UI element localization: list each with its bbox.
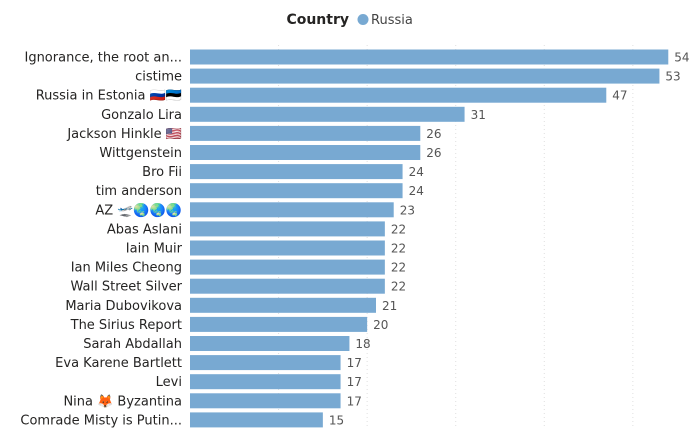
data-label: 31	[471, 108, 486, 122]
category-label: Iain Muir	[126, 242, 183, 257]
category-label: Ian Miles Cheong	[71, 261, 182, 276]
category-label: The Sirius Report	[70, 318, 182, 333]
data-label: 15	[329, 413, 344, 427]
legend-title: Country	[286, 12, 349, 28]
data-label: 26	[426, 146, 441, 160]
category-label: AZ 🛫🌏🌏🌏	[95, 202, 182, 218]
category-labels: Ignorance, the root an... cistime Russia i…	[20, 51, 182, 429]
legend[interactable]: Country Russia	[286, 12, 412, 28]
data-label: 22	[391, 261, 406, 275]
data-label: 24	[409, 165, 424, 179]
legend-marker-russia	[357, 14, 369, 25]
bars	[190, 49, 669, 428]
bar[interactable]	[190, 68, 660, 84]
data-label: 17	[347, 394, 362, 408]
bar[interactable]	[190, 336, 350, 351]
data-label: 24	[409, 184, 424, 198]
data-label: 22	[391, 222, 406, 236]
category-label: Wittgenstein	[99, 146, 182, 161]
bar[interactable]	[190, 259, 385, 275]
bar[interactable]	[190, 145, 421, 160]
bar[interactable]	[190, 355, 341, 371]
data-label: 22	[391, 280, 406, 294]
data-label: 17	[347, 356, 362, 370]
category-label: Abas Aslani	[107, 222, 182, 237]
category-label: tim anderson	[96, 184, 182, 199]
category-label: Maria Dubovikova	[65, 299, 182, 314]
category-label: Ignorance, the root an...	[24, 51, 182, 66]
bar[interactable]	[190, 202, 394, 218]
bar[interactable]	[190, 393, 341, 409]
data-label: 26	[426, 127, 441, 141]
category-label: Comrade Misty is Putin...	[20, 413, 182, 428]
category-label: Eva Karene Bartlett	[55, 356, 182, 371]
data-label: 47	[612, 89, 627, 103]
category-label: cistime	[135, 70, 182, 85]
category-label: Sarah Abdallah	[83, 337, 182, 352]
category-label: Bro Fii	[142, 165, 182, 180]
bar[interactable]	[190, 183, 403, 199]
bar[interactable]	[190, 374, 341, 390]
bar[interactable]	[190, 221, 385, 237]
data-label: 21	[382, 299, 397, 313]
bar[interactable]	[190, 412, 323, 428]
bar[interactable]	[190, 106, 465, 122]
bar[interactable]	[190, 240, 385, 256]
bar[interactable]	[190, 125, 421, 141]
data-label: 17	[347, 375, 362, 389]
bar[interactable]	[190, 297, 376, 313]
bar[interactable]	[190, 49, 669, 65]
data-label: 23	[400, 203, 415, 217]
category-label: Jackson Hinkle 🇺🇸	[66, 127, 182, 142]
bar[interactable]	[190, 316, 368, 332]
category-label: Levi	[156, 375, 182, 390]
data-label: 53	[665, 70, 680, 84]
bar[interactable]	[190, 278, 385, 294]
legend-entry-russia: Russia	[371, 13, 413, 28]
data-label: 54	[674, 51, 689, 65]
category-label: Russia in Estonia 🇷🇺🇪🇪	[36, 89, 182, 104]
category-label: Nina 🦊 Byzantina	[63, 393, 182, 409]
category-label: Gonzalo Lira	[101, 108, 182, 123]
bar[interactable]	[190, 87, 607, 103]
category-label: Wall Street Silver	[71, 280, 183, 295]
data-label: 18	[355, 337, 370, 351]
data-label: 22	[391, 242, 406, 256]
bar[interactable]	[190, 164, 403, 180]
data-label: 20	[373, 318, 388, 332]
